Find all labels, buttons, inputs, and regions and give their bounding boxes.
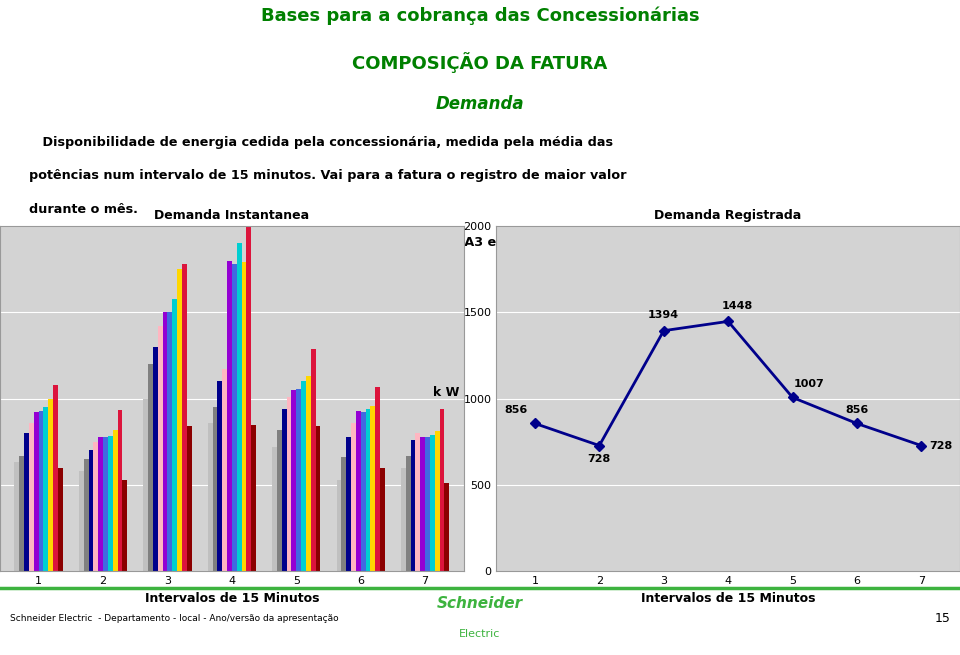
Text: Schneider: Schneider bbox=[437, 596, 523, 611]
Bar bbox=[88, 451, 93, 571]
Bar bbox=[79, 471, 84, 571]
Bar bbox=[337, 479, 342, 571]
Bar bbox=[297, 389, 301, 571]
Bar bbox=[187, 426, 192, 571]
Bar bbox=[242, 263, 247, 571]
Bar bbox=[420, 437, 425, 571]
Text: Bases para a cobrança das Concessionárias: Bases para a cobrança das Concessionária… bbox=[261, 7, 699, 25]
Text: 728: 728 bbox=[929, 441, 952, 451]
Bar bbox=[342, 457, 347, 571]
Bar bbox=[272, 447, 277, 571]
Bar bbox=[311, 348, 316, 571]
X-axis label: Intervalos de 15 Minutos: Intervalos de 15 Minutos bbox=[641, 591, 815, 605]
Bar bbox=[117, 410, 122, 571]
Bar bbox=[34, 413, 38, 571]
Bar bbox=[153, 347, 157, 571]
Bar bbox=[157, 326, 162, 571]
Bar bbox=[347, 437, 351, 571]
Bar bbox=[416, 433, 420, 571]
Bar bbox=[375, 386, 380, 571]
Y-axis label: k W: k W bbox=[433, 386, 460, 399]
Text: 728: 728 bbox=[588, 455, 611, 464]
Bar bbox=[380, 468, 385, 571]
Text: 856: 856 bbox=[846, 405, 869, 415]
Bar bbox=[356, 411, 361, 571]
Bar bbox=[148, 364, 153, 571]
Bar bbox=[38, 411, 43, 571]
Bar bbox=[212, 407, 217, 571]
Text: COMPOSIÇÃO DA FATURA: COMPOSIÇÃO DA FATURA bbox=[352, 52, 608, 73]
Bar bbox=[167, 312, 172, 571]
Bar bbox=[371, 405, 375, 571]
Bar bbox=[444, 483, 449, 571]
Bar bbox=[217, 381, 222, 571]
Bar bbox=[435, 432, 440, 571]
Bar bbox=[361, 413, 366, 571]
Text: Disponibilidade de energia cedida pela concessionária, medida pela média das: Disponibilidade de energia cedida pela c… bbox=[29, 136, 612, 149]
Bar bbox=[425, 437, 430, 571]
Bar bbox=[430, 435, 435, 571]
Bar bbox=[222, 369, 228, 571]
Title: Demanda Registrada: Demanda Registrada bbox=[655, 209, 802, 222]
Bar bbox=[207, 422, 212, 571]
Bar bbox=[247, 226, 252, 571]
Bar bbox=[306, 376, 311, 571]
Text: 15: 15 bbox=[934, 612, 950, 625]
X-axis label: Intervalos de 15 Minutos: Intervalos de 15 Minutos bbox=[145, 591, 319, 605]
Bar bbox=[14, 462, 19, 571]
Bar bbox=[287, 397, 292, 571]
Text: 1448: 1448 bbox=[722, 301, 754, 311]
Text: Tolerância de Ultrapassagem: 5% para os grupos A1, A2 e A3 e 10% para os grupos: Tolerância de Ultrapassagem: 5% para os … bbox=[29, 236, 644, 249]
Bar bbox=[122, 479, 128, 571]
Text: 1007: 1007 bbox=[793, 379, 824, 388]
Text: potências num intervalo de 15 minutos. Vai para a fatura o registro de maior val: potências num intervalo de 15 minutos. V… bbox=[29, 169, 626, 182]
Bar bbox=[112, 430, 117, 571]
Bar bbox=[58, 468, 62, 571]
Bar bbox=[277, 430, 282, 571]
Text: durante o mês.: durante o mês. bbox=[29, 202, 137, 215]
Bar bbox=[98, 437, 103, 571]
Text: 1394: 1394 bbox=[648, 310, 680, 320]
Title: Demanda Instantanea: Demanda Instantanea bbox=[155, 209, 309, 222]
Bar bbox=[48, 399, 53, 571]
Bar bbox=[301, 381, 306, 571]
Bar bbox=[84, 459, 88, 571]
Bar bbox=[406, 456, 411, 571]
Bar bbox=[237, 244, 242, 571]
Bar bbox=[351, 422, 356, 571]
Bar bbox=[19, 456, 24, 571]
Bar bbox=[178, 269, 182, 571]
Bar bbox=[29, 422, 34, 571]
Bar bbox=[401, 468, 406, 571]
Bar bbox=[103, 438, 108, 571]
Bar bbox=[162, 312, 167, 571]
Bar bbox=[93, 441, 98, 571]
Text: Electric: Electric bbox=[459, 629, 501, 639]
Bar bbox=[182, 264, 187, 571]
Bar bbox=[143, 399, 148, 571]
Bar bbox=[108, 436, 112, 571]
Bar bbox=[411, 440, 416, 571]
Bar bbox=[252, 424, 256, 571]
Text: 856: 856 bbox=[504, 405, 527, 415]
Bar bbox=[366, 409, 371, 571]
Bar bbox=[232, 264, 237, 571]
Text: Demanda: Demanda bbox=[436, 95, 524, 113]
Text: A3a, A4: A3a, A4 bbox=[29, 269, 84, 282]
Bar bbox=[228, 261, 232, 571]
Bar bbox=[440, 409, 444, 571]
Text: Schneider Electric  - Departamento - local - Ano/versão da apresentação: Schneider Electric - Departamento - loca… bbox=[10, 614, 338, 623]
Bar bbox=[24, 433, 29, 571]
Bar bbox=[282, 409, 287, 571]
Bar bbox=[53, 385, 58, 571]
Bar bbox=[43, 407, 48, 571]
Bar bbox=[292, 390, 297, 571]
Bar bbox=[172, 299, 178, 571]
Bar bbox=[316, 426, 321, 571]
